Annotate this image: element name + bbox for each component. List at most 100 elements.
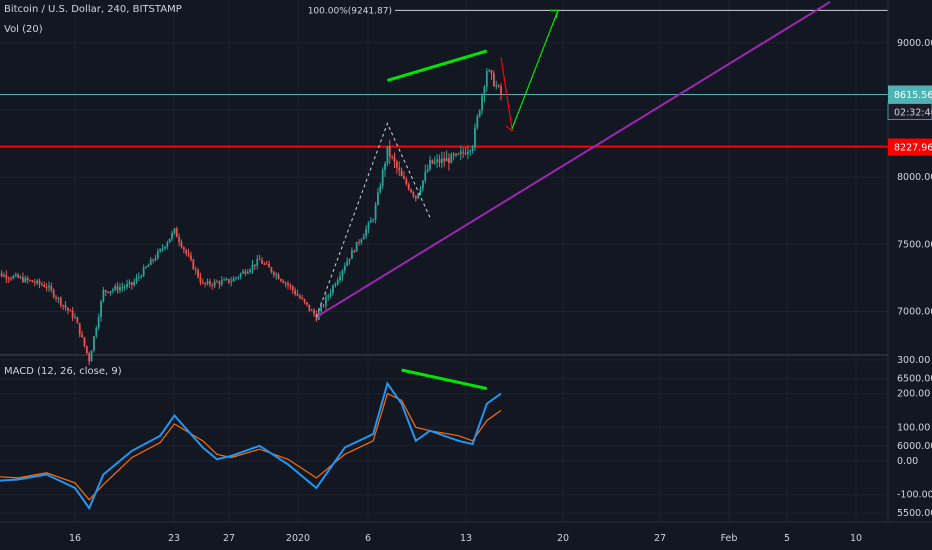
candle-body (128, 282, 131, 285)
candle-body (306, 302, 308, 305)
candle-body (59, 298, 62, 306)
candle-body (329, 292, 332, 296)
price-tick-label: 5500.00 (897, 508, 932, 519)
candle-body (490, 70, 493, 74)
time-tick-label: Feb (721, 533, 738, 544)
candle-body (145, 266, 147, 268)
macd-tick-label: 200.00 (897, 389, 930, 400)
candle-body (253, 264, 256, 266)
candle-body (0, 273, 3, 277)
candle-body (154, 258, 157, 261)
time-tick-label: 2020 (286, 533, 310, 544)
candle-body (372, 219, 375, 221)
candle-body (452, 154, 455, 156)
time-tick-label: 20 (557, 533, 569, 544)
up-target-arrow (511, 10, 559, 130)
candle-body (339, 276, 341, 281)
candle-body (478, 110, 481, 117)
candle-body (410, 189, 412, 193)
drawings-back: 127.20%(9657.49)100.00%(9241.87) (0, 6, 888, 148)
candle-body (246, 271, 249, 274)
candle-body (481, 95, 483, 111)
candle-body (232, 278, 235, 282)
candle-body (320, 305, 323, 312)
candle-body (393, 156, 396, 162)
candle-body (381, 169, 384, 186)
candle-body (377, 192, 379, 205)
candle-body (275, 274, 278, 276)
candle-body (294, 290, 296, 295)
candle-body (24, 277, 27, 282)
time-tick-label: 5 (784, 533, 790, 544)
candle-body (116, 286, 119, 291)
candle-body (242, 271, 244, 274)
drawings-front (315, 1, 831, 318)
candle-body (291, 286, 294, 291)
price-tick-label: 6500.00 (897, 374, 932, 385)
candle-body (204, 282, 207, 284)
candle-body (121, 287, 124, 289)
candle-body (142, 267, 145, 277)
candle-body (261, 260, 263, 264)
candle-body (493, 73, 495, 87)
candle-body (78, 323, 81, 335)
candle-body (287, 283, 289, 285)
candle-body (140, 276, 143, 278)
candle-body (48, 285, 50, 288)
candle-body (235, 277, 237, 279)
candle-body (455, 153, 457, 156)
candle-body (367, 222, 370, 229)
candle-body (107, 291, 110, 293)
candle-body (348, 258, 351, 262)
candle-body (268, 263, 270, 268)
candle-body (147, 264, 150, 267)
candle-body (497, 85, 500, 87)
candle-body (10, 278, 12, 280)
candle-body (100, 301, 102, 318)
candle-body (36, 280, 39, 284)
current-price-value: 8615.56 (894, 90, 932, 101)
current-price-tag (888, 85, 932, 104)
candle-body (173, 228, 176, 233)
candle-body (109, 290, 112, 293)
macd-label: MACD (12, 26, close, 9) (4, 366, 122, 377)
candle-body (369, 220, 372, 223)
time-tick-label: 10 (850, 533, 862, 544)
candle-body (436, 159, 438, 162)
candle-body (38, 280, 41, 285)
candle-body (395, 161, 398, 168)
candle-body (12, 276, 15, 279)
candle-body (93, 336, 95, 351)
candle-body (419, 188, 422, 194)
signal-line (0, 392, 502, 501)
candle-body (417, 193, 420, 199)
candle-body (237, 276, 240, 278)
candle-body (296, 294, 299, 296)
candle-body (209, 281, 211, 285)
candle-body (405, 178, 408, 185)
candle-body (90, 350, 93, 362)
candle-body (178, 237, 181, 243)
candle-body (168, 238, 171, 243)
price-tick-label: 7500.00 (897, 239, 932, 250)
candle-body (341, 270, 344, 277)
fib-level-label: 100.00%(9241.87) (308, 6, 392, 16)
candle-body (500, 86, 502, 95)
candle-body (388, 146, 391, 157)
up-target-arrow-head (550, 9, 559, 19)
candle-body (43, 284, 46, 287)
macd-tick-label: 0.00 (897, 456, 918, 467)
volume-label: Vol (20) (4, 24, 43, 35)
candle-body (156, 251, 159, 259)
candle-body (71, 310, 74, 318)
candle-body (450, 154, 453, 164)
candle-body (249, 269, 252, 272)
candle-body (230, 281, 233, 283)
candle-body (400, 170, 403, 177)
candle-body (3, 274, 5, 277)
candle-body (95, 328, 98, 337)
candle-body (414, 196, 417, 199)
candle-body (315, 314, 318, 320)
